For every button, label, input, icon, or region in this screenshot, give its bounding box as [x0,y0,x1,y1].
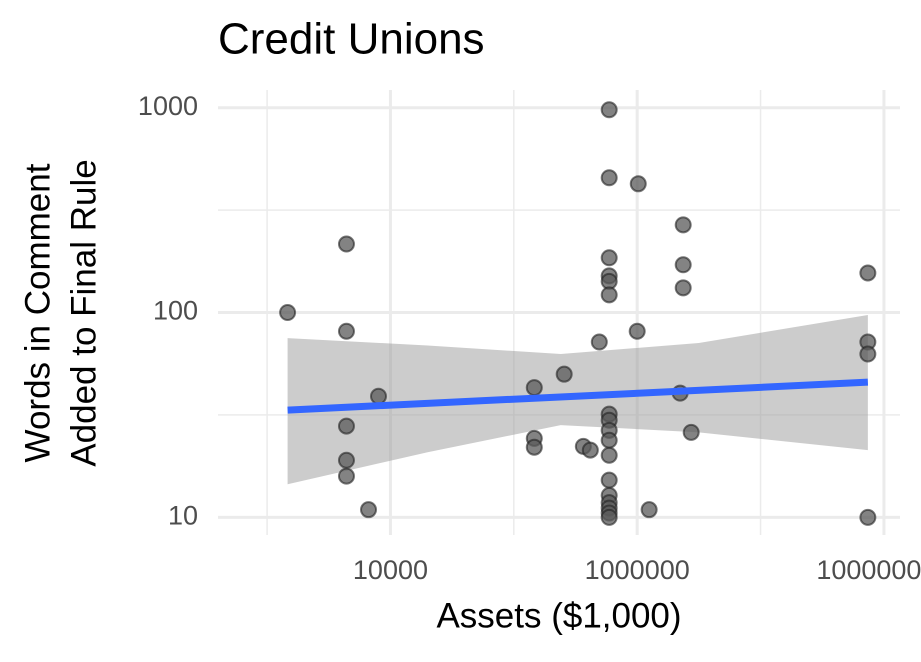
point [581,441,599,459]
x-tick-label: 100000000 [816,555,921,585]
y-axis-title: Words in Comment [18,163,57,462]
y-tick-label: 100 [153,296,198,326]
point [859,264,877,282]
point [337,451,355,469]
point [600,169,618,187]
point [600,446,618,464]
point [525,438,543,456]
regression-line [287,378,869,414]
point [600,249,618,267]
x-tick-label: 1000000 [585,555,690,585]
point [600,471,618,489]
chart-title: Credit Unions [218,15,485,64]
point [600,508,618,526]
point [337,467,355,485]
point [600,431,618,449]
y-axis-title: Added to Final Rule [64,159,103,466]
point [859,508,877,526]
point [859,345,877,363]
x-tick-label: 10000 [353,555,428,585]
point [682,423,700,441]
point [600,101,618,119]
y-tick-label: 10 [168,500,198,530]
point [337,417,355,435]
point [628,322,646,340]
point [640,501,658,519]
point [525,379,543,397]
point [360,501,378,519]
point [279,304,297,322]
point [674,216,692,234]
y-tick-label: 1000 [138,91,198,121]
point [555,365,573,383]
point [674,279,692,297]
point [590,333,608,351]
point [337,235,355,253]
point [629,175,647,193]
point [337,322,355,340]
point [674,256,692,274]
point [370,387,388,405]
point [600,286,618,304]
x-axis-title: Assets ($1,000) [436,596,681,635]
